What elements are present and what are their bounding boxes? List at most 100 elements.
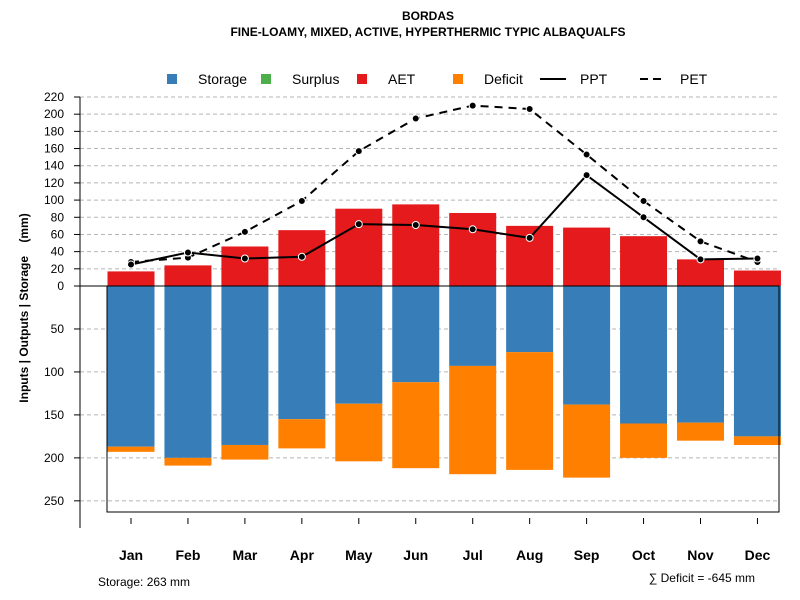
legend-label: Surplus (292, 71, 339, 87)
x-tick-label: Jul (463, 547, 483, 563)
y-tick-label: 200 (44, 451, 64, 465)
storage-bar (506, 286, 554, 353)
legend: Storage Surplus AET Deficit PPT PET (167, 71, 708, 87)
aet-bar (733, 270, 781, 286)
legend-label: Deficit (484, 71, 523, 87)
legend-label: PPT (580, 71, 608, 87)
pet-line (130, 104, 758, 263)
y-tick-label: 20 (51, 262, 65, 276)
aet-bar (677, 259, 724, 286)
storage-bar (164, 286, 212, 458)
y-tick-label: 40 (51, 245, 65, 259)
y-axis-label: Inputs | Outputs | Storage (mm) (17, 213, 31, 402)
legend-swatch (357, 74, 367, 84)
chart-title: BORDAS (402, 9, 454, 23)
x-tick-label: Sep (574, 547, 600, 563)
storage-bar (221, 286, 269, 445)
pet-point (240, 227, 249, 236)
ppt-point (354, 220, 363, 229)
x-tick-label: May (345, 547, 372, 563)
y-tick-label: 160 (44, 142, 64, 156)
y-tick-label: 0 (57, 279, 64, 293)
y-tick-label: 180 (44, 124, 64, 138)
y-tick-label: 200 (44, 107, 64, 121)
deficit-bar (221, 444, 269, 460)
ppt-point (525, 233, 534, 242)
x-tick-label: Dec (745, 547, 771, 563)
deficit-bar (449, 365, 497, 475)
legend-label: AET (388, 71, 416, 87)
lines (127, 101, 762, 269)
x-tick-label: Jan (119, 547, 143, 563)
storage-bar (563, 286, 611, 405)
ppt-point (240, 254, 249, 263)
aet-bar (392, 204, 440, 286)
aet-bar (620, 236, 668, 286)
pet-point (297, 196, 306, 205)
legend-swatch (167, 74, 177, 84)
aet-bar (449, 212, 497, 286)
deficit-bar (677, 422, 724, 441)
storage-bar (620, 286, 668, 424)
y-tick-label: 220 (44, 90, 64, 104)
chart-subtitle: FINE-LOAMY, MIXED, ACTIVE, HYPERTHERMIC … (230, 25, 625, 39)
legend-label: PET (680, 71, 708, 87)
y-tick-label: 80 (51, 210, 65, 224)
storage-note: Storage: 263 mm (98, 575, 190, 589)
x-tick-label: Mar (232, 547, 257, 563)
aet-bar (107, 271, 155, 286)
pet-point (525, 105, 534, 114)
storage-bar (107, 286, 155, 447)
y-tick-label: 60 (51, 227, 65, 241)
pet-point (468, 101, 477, 110)
storage-bar (392, 286, 440, 383)
pet-point (639, 196, 648, 205)
ppt-point (411, 221, 420, 230)
y-tick-label: 120 (44, 176, 64, 190)
deficit-bar (620, 423, 668, 458)
deficit-bar (107, 446, 155, 452)
y-tick-label: 150 (44, 408, 64, 422)
ppt-point (696, 255, 705, 264)
deficit-bar (335, 403, 383, 462)
plot-frame (80, 285, 780, 513)
storage-bar (335, 286, 383, 404)
deficit-note: ∑ Deficit = -645 mm (649, 571, 755, 585)
y-tick-label: 100 (44, 365, 64, 379)
deficit-bar (563, 404, 611, 478)
pet-point (582, 150, 591, 159)
x-tick-label: Nov (687, 547, 714, 563)
ppt-point (127, 260, 135, 269)
axes: 0 20 40 60 80 100 120 140 160 180 200 220 50 100 150 20… (44, 90, 771, 563)
x-tick-label: Feb (176, 547, 201, 563)
ppt-point (183, 248, 192, 257)
pet-point (411, 114, 420, 123)
deficit-bar (278, 419, 326, 449)
aet-bar (563, 227, 611, 286)
ppt-line (130, 173, 758, 266)
legend-swatch (453, 74, 463, 84)
ppt-point (753, 254, 762, 263)
storage-bar (278, 286, 326, 420)
y-tick-label: 140 (44, 159, 64, 173)
legend-label: Storage (198, 71, 247, 87)
aet-bar (221, 246, 269, 286)
deficit-bar (733, 436, 781, 445)
y-tick-label: 50 (51, 322, 65, 336)
storage-bar (733, 286, 781, 437)
y-tick-label: 100 (44, 193, 64, 207)
pet-point (354, 147, 363, 156)
x-tick-label: Oct (632, 547, 656, 563)
deficit-bar (506, 352, 554, 470)
ppt-point (468, 225, 477, 234)
deficit-bar (392, 382, 440, 469)
ppt-point (297, 252, 306, 261)
ppt-point (639, 213, 648, 222)
x-tick-label: Apr (290, 547, 315, 563)
x-tick-label: Jun (403, 547, 428, 563)
storage-bar (449, 286, 497, 366)
x-tick-label: Aug (516, 547, 543, 563)
aet-bar (164, 265, 212, 286)
pet-point (696, 237, 705, 246)
